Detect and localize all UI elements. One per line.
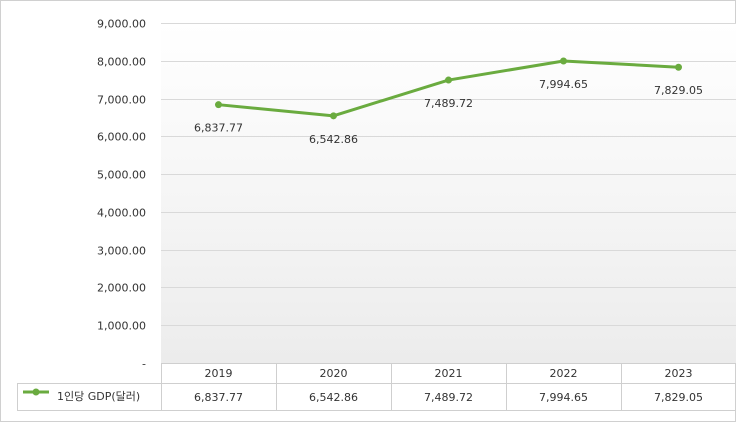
y-tick-label: 7,000.00 bbox=[97, 94, 146, 107]
y-tick-label: 3,000.00 bbox=[97, 245, 146, 258]
table-value: 7,829.05 bbox=[654, 391, 703, 404]
y-tick-label: 5,000.00 bbox=[97, 169, 146, 182]
y-tick-label: 1,000.00 bbox=[97, 320, 146, 333]
gridlines bbox=[161, 23, 736, 326]
legend-marker bbox=[32, 388, 40, 396]
y-tick-label: 6,000.00 bbox=[97, 131, 146, 144]
data-label: 6,542.86 bbox=[309, 133, 358, 146]
y-tick-label: 8,000.00 bbox=[97, 56, 146, 69]
y-tick-label: 9,000.00 bbox=[97, 18, 146, 31]
data-point bbox=[330, 112, 337, 120]
table-value: 7,489.72 bbox=[424, 391, 473, 404]
data-labels: 6,837.77 6,542.86 7,489.72 7,994.65 7,829.05 bbox=[194, 78, 703, 146]
y-tick-label: 4,000.00 bbox=[97, 207, 146, 220]
data-point bbox=[445, 76, 452, 84]
x-category-label: 2023 bbox=[665, 367, 693, 380]
table-value: 7,994.65 bbox=[539, 391, 588, 404]
data-label: 7,994.65 bbox=[539, 78, 588, 91]
y-tick-label: - bbox=[142, 358, 146, 371]
legend-label: 1인당 GDP(달러) bbox=[57, 390, 140, 403]
x-category-label: 2022 bbox=[550, 367, 578, 380]
y-tick-label: 2,000.00 bbox=[97, 282, 146, 295]
y-axis-ticks: - 1,000.00 2,000.00 3,000.00 4,000.00 5,000.0… bbox=[97, 18, 146, 371]
x-category-label: 2020 bbox=[320, 367, 348, 380]
data-label: 7,489.72 bbox=[424, 97, 473, 110]
plot-area bbox=[161, 23, 736, 363]
x-category-label: 2021 bbox=[435, 367, 463, 380]
table-value: 6,542.86 bbox=[309, 391, 358, 404]
data-table: 2019 6,837.77 2020 6,542.86 2021 7,489.72 2022… bbox=[17, 363, 736, 411]
data-point bbox=[675, 63, 682, 71]
series-line bbox=[215, 57, 682, 120]
data-point bbox=[215, 101, 222, 109]
x-category-label: 2019 bbox=[205, 367, 233, 380]
data-label: 7,829.05 bbox=[654, 84, 703, 97]
table-value: 6,837.77 bbox=[194, 391, 243, 404]
data-point bbox=[560, 57, 567, 65]
data-label: 6,837.77 bbox=[194, 122, 243, 135]
